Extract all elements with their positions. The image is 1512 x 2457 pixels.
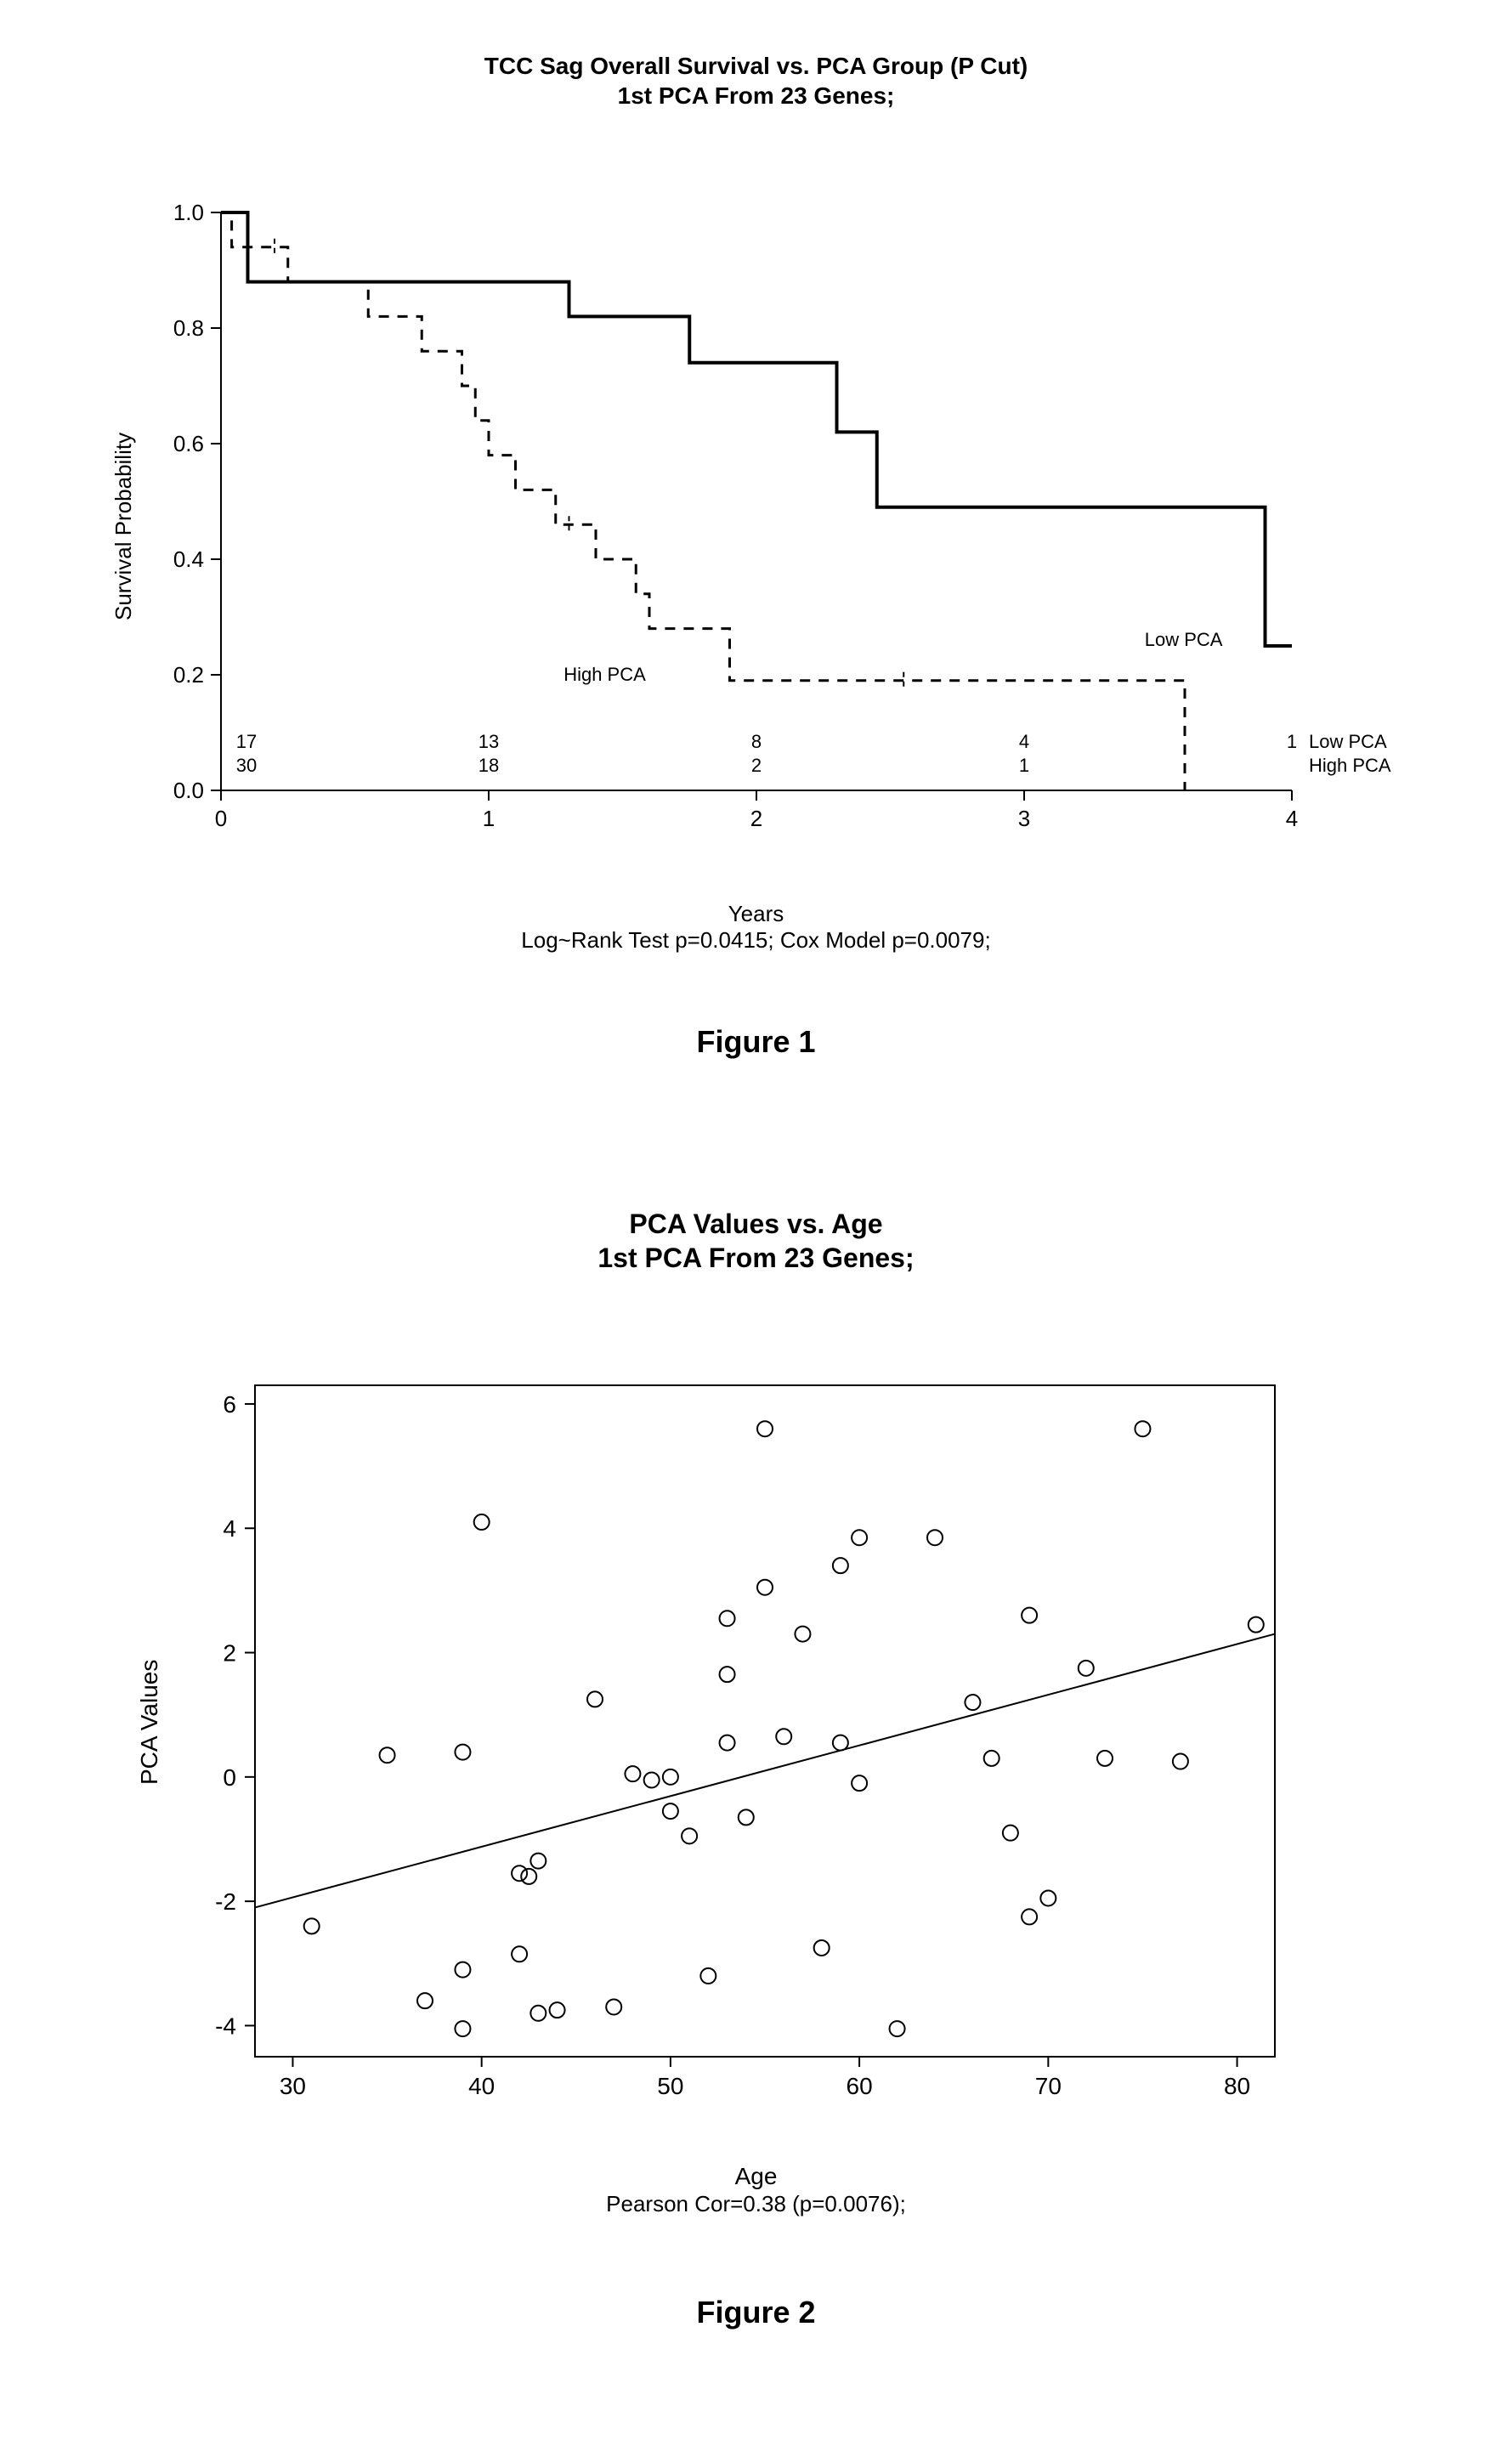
- figure-2-block: PCA Values vs. Age 1st PCA From 23 Genes…: [0, 1190, 1512, 2380]
- svg-text:High PCA: High PCA: [563, 664, 646, 685]
- svg-text:2: 2: [223, 1640, 236, 1667]
- svg-text:18: 18: [479, 755, 499, 776]
- svg-text:4: 4: [1286, 806, 1298, 831]
- figure-2-title: PCA Values vs. Age 1st PCA From 23 Genes…: [0, 1207, 1512, 1275]
- figure-2-footer: Pearson Cor=0.38 (p=0.0076);: [606, 2191, 906, 2216]
- svg-text:4: 4: [1019, 731, 1029, 752]
- svg-text:50: 50: [657, 2073, 683, 2099]
- svg-text:0: 0: [223, 1764, 236, 1791]
- svg-text:2: 2: [751, 755, 762, 776]
- figure-1-caption: Figure 1: [0, 1024, 1512, 1060]
- svg-text:70: 70: [1035, 2073, 1062, 2099]
- svg-text:1.0: 1.0: [173, 200, 204, 225]
- svg-text:30: 30: [236, 755, 257, 776]
- svg-text:30: 30: [280, 2073, 306, 2099]
- svg-text:0.6: 0.6: [173, 431, 204, 456]
- svg-text:1: 1: [483, 806, 495, 831]
- svg-text:0.2: 0.2: [173, 662, 204, 688]
- figure-2-xlabel: Age: [735, 2163, 778, 2189]
- svg-text:80: 80: [1224, 2073, 1250, 2099]
- figure-1-footer: Log~Rank Test p=0.0415; Cox Model p=0.00…: [521, 927, 990, 953]
- svg-text:Low PCA: Low PCA: [1309, 731, 1387, 752]
- svg-text:6: 6: [223, 1391, 236, 1418]
- svg-text:60: 60: [847, 2073, 873, 2099]
- svg-text:40: 40: [468, 2073, 495, 2099]
- svg-text:1: 1: [1019, 755, 1029, 776]
- svg-text:8: 8: [751, 731, 762, 752]
- svg-text:1: 1: [1287, 731, 1297, 752]
- svg-text:4: 4: [223, 1515, 236, 1542]
- svg-text:-4: -4: [215, 2013, 236, 2039]
- svg-text:0.8: 0.8: [173, 315, 204, 341]
- svg-text:0: 0: [215, 806, 227, 831]
- figure-2-caption: Figure 2: [0, 2295, 1512, 2330]
- figure-1-block: TCC Sag Overall Survival vs. PCA Group (…: [0, 42, 1512, 1113]
- figure-2-xlabel-row: Age Pearson Cor=0.38 (p=0.0076);: [0, 2163, 1512, 2217]
- svg-text:High PCA: High PCA: [1309, 755, 1391, 776]
- figure-1-svg: 0.0 0.2 0.4 0.6 0.8 1.0 0 1 2 3 4 17 13 8 4 1 Low PCA 30 1…: [0, 93, 1512, 858]
- svg-text:-2: -2: [215, 1888, 236, 1915]
- svg-text:Low PCA: Low PCA: [1145, 629, 1223, 650]
- svg-text:3: 3: [1018, 806, 1030, 831]
- figure-1-title-line1: TCC Sag Overall Survival vs. PCA Group (…: [484, 53, 1028, 79]
- figure-2-svg: -4 -2 0 2 4 6 30 40 50 60 70 80: [0, 1266, 1512, 2133]
- svg-text:0.0: 0.0: [173, 778, 204, 803]
- svg-text:17: 17: [236, 731, 257, 752]
- svg-text:0.4: 0.4: [173, 546, 204, 572]
- page: TCC Sag Overall Survival vs. PCA Group (…: [0, 0, 1512, 2457]
- figure-1-xlabel: Years: [728, 901, 784, 926]
- svg-text:13: 13: [479, 731, 499, 752]
- figure-1-xlabel-row: Years Log~Rank Test p=0.0415; Cox Model …: [0, 901, 1512, 954]
- figure-2-title-line1: PCA Values vs. Age: [629, 1209, 882, 1239]
- svg-text:2: 2: [750, 806, 762, 831]
